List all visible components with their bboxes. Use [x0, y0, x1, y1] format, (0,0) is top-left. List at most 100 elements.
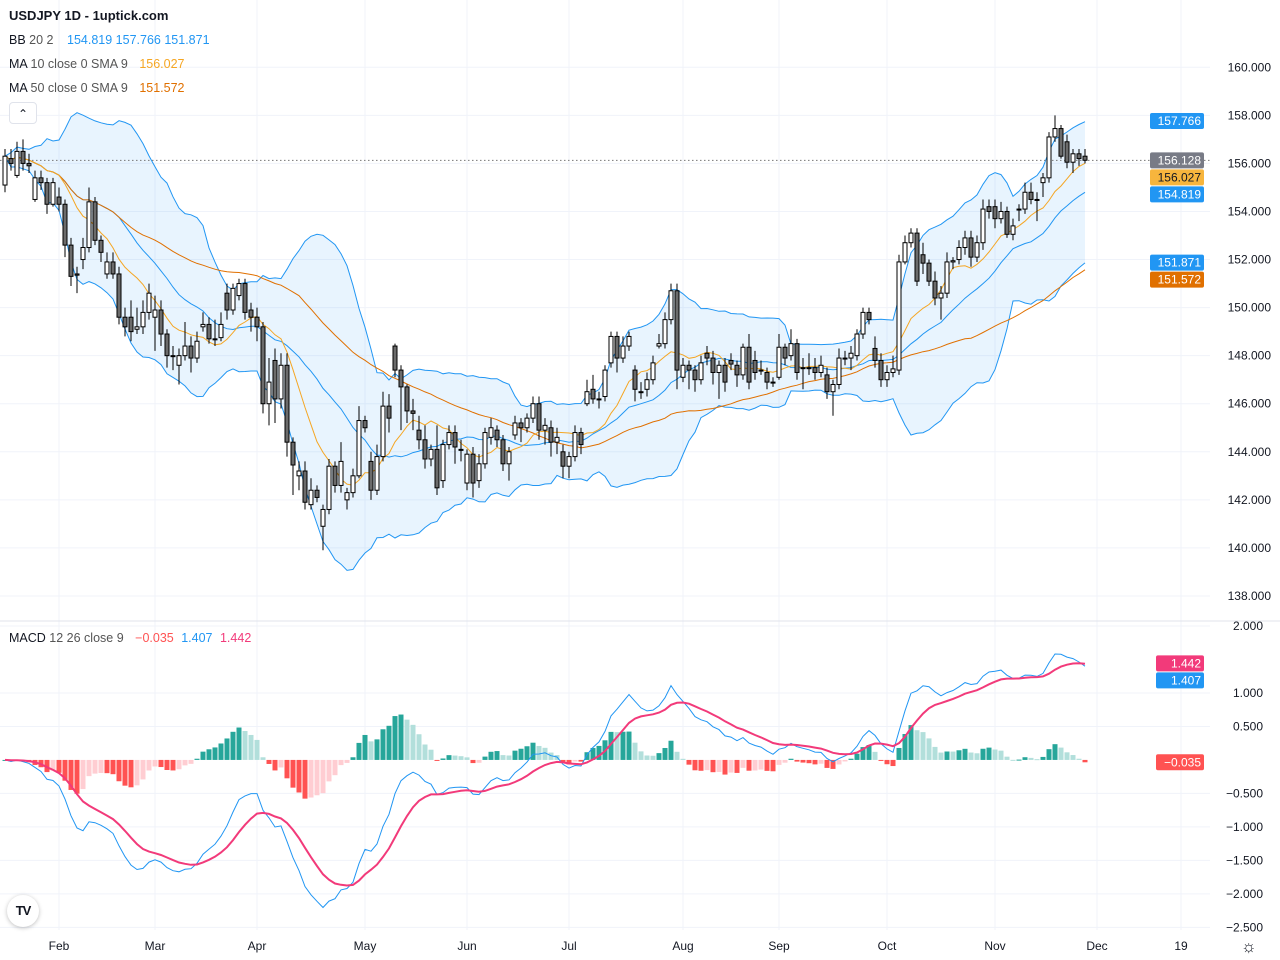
candle[interactable]	[314, 485, 320, 503]
candle[interactable]	[746, 334, 752, 390]
candle[interactable]	[620, 336, 626, 363]
candle[interactable]	[350, 468, 356, 498]
candle[interactable]	[92, 197, 98, 246]
candle[interactable]	[410, 398, 416, 431]
candle[interactable]	[824, 367, 830, 399]
candle[interactable]	[50, 177, 56, 207]
legend-ma50[interactable]: MA 50 close 0 SMA 9 151.572	[9, 81, 185, 95]
candle[interactable]	[638, 382, 644, 399]
candle[interactable]	[944, 252, 950, 298]
candle[interactable]	[548, 420, 554, 457]
candle[interactable]	[596, 391, 602, 409]
candle[interactable]	[188, 336, 194, 373]
legend-macd[interactable]: MACD 12 26 close 9 −0.035 1.407 1.442	[9, 631, 251, 645]
candle[interactable]	[422, 425, 428, 469]
candle[interactable]	[32, 170, 38, 202]
candle[interactable]	[584, 379, 590, 407]
candle[interactable]	[440, 439, 446, 488]
candle[interactable]	[194, 331, 200, 363]
candle[interactable]	[20, 139, 26, 171]
candle[interactable]	[44, 177, 50, 214]
candle[interactable]	[554, 427, 560, 455]
candle[interactable]	[116, 266, 122, 325]
candle[interactable]	[80, 237, 86, 270]
candle[interactable]	[452, 425, 458, 464]
candle[interactable]	[980, 199, 986, 250]
candle[interactable]	[374, 444, 380, 496]
candle[interactable]	[128, 300, 134, 342]
candle[interactable]	[182, 322, 188, 361]
candle[interactable]	[284, 353, 290, 457]
candle[interactable]	[56, 187, 62, 212]
candle[interactable]	[986, 199, 992, 219]
candle[interactable]	[1082, 148, 1088, 164]
candle[interactable]	[74, 266, 80, 294]
candle[interactable]	[134, 307, 140, 335]
candle[interactable]	[1034, 192, 1040, 222]
candle[interactable]	[938, 285, 944, 320]
candle[interactable]	[110, 252, 116, 279]
candle[interactable]	[716, 360, 722, 399]
candle[interactable]	[680, 358, 686, 383]
candle[interactable]	[1022, 182, 1028, 214]
time-axis[interactable]: Feb Mar Apr May Jun Jul Aug Sep Oct Nov Dec 19	[49, 939, 1188, 953]
candle[interactable]	[962, 230, 968, 255]
candle[interactable]	[818, 355, 824, 378]
candle[interactable]	[644, 372, 650, 397]
candle[interactable]	[560, 444, 566, 479]
candle[interactable]	[926, 259, 932, 286]
candle[interactable]	[464, 449, 470, 491]
candle[interactable]	[176, 348, 182, 385]
candle[interactable]	[368, 451, 374, 500]
candle[interactable]	[230, 283, 236, 315]
candle[interactable]	[698, 355, 704, 385]
candle[interactable]	[1028, 182, 1034, 205]
candle[interactable]	[416, 415, 422, 450]
candle[interactable]	[338, 442, 344, 493]
legend-ma10[interactable]: MA 10 close 0 SMA 9 156.027	[9, 57, 185, 71]
candle[interactable]	[956, 240, 962, 265]
candle[interactable]	[1016, 204, 1022, 222]
candle[interactable]	[578, 427, 584, 455]
candle[interactable]	[68, 237, 74, 286]
candle[interactable]	[668, 283, 674, 325]
candle[interactable]	[248, 302, 254, 332]
candle[interactable]	[902, 235, 908, 265]
candle[interactable]	[740, 343, 746, 380]
candle[interactable]	[86, 187, 92, 253]
candle[interactable]	[920, 242, 926, 274]
candle[interactable]	[836, 348, 842, 390]
candle[interactable]	[266, 358, 272, 426]
candle[interactable]	[542, 418, 548, 445]
macd-axis[interactable]: 2.000 1.000 0.500 −0.500 −1.000 −1.500 −2.000 −…	[1226, 619, 1263, 934]
candle[interactable]	[1010, 218, 1016, 241]
candle[interactable]	[908, 228, 914, 248]
candle[interactable]	[302, 461, 308, 510]
candle[interactable]	[122, 307, 128, 337]
candle[interactable]	[434, 425, 440, 496]
candle[interactable]	[872, 336, 878, 368]
candle[interactable]	[146, 283, 152, 320]
candle[interactable]	[722, 358, 728, 392]
candle[interactable]	[170, 346, 176, 371]
candle[interactable]	[842, 350, 848, 366]
candle[interactable]	[428, 444, 434, 467]
candle[interactable]	[776, 334, 782, 380]
candle[interactable]	[500, 434, 506, 472]
candle[interactable]	[692, 365, 698, 392]
candle[interactable]	[968, 230, 974, 267]
candle[interactable]	[932, 271, 938, 306]
candle[interactable]	[734, 360, 740, 387]
candle[interactable]	[356, 406, 362, 479]
macd-pane[interactable]	[2, 653, 1088, 909]
candle[interactable]	[866, 307, 872, 325]
candle[interactable]	[590, 374, 596, 404]
candle[interactable]	[212, 319, 218, 347]
candle[interactable]	[686, 360, 692, 390]
candle[interactable]	[104, 252, 110, 279]
price-axis[interactable]: 160.000 158.000 156.000 154.000 152.000 150.0…	[1228, 60, 1272, 603]
candle[interactable]	[848, 346, 854, 371]
candle[interactable]	[830, 379, 836, 416]
candle[interactable]	[200, 312, 206, 332]
